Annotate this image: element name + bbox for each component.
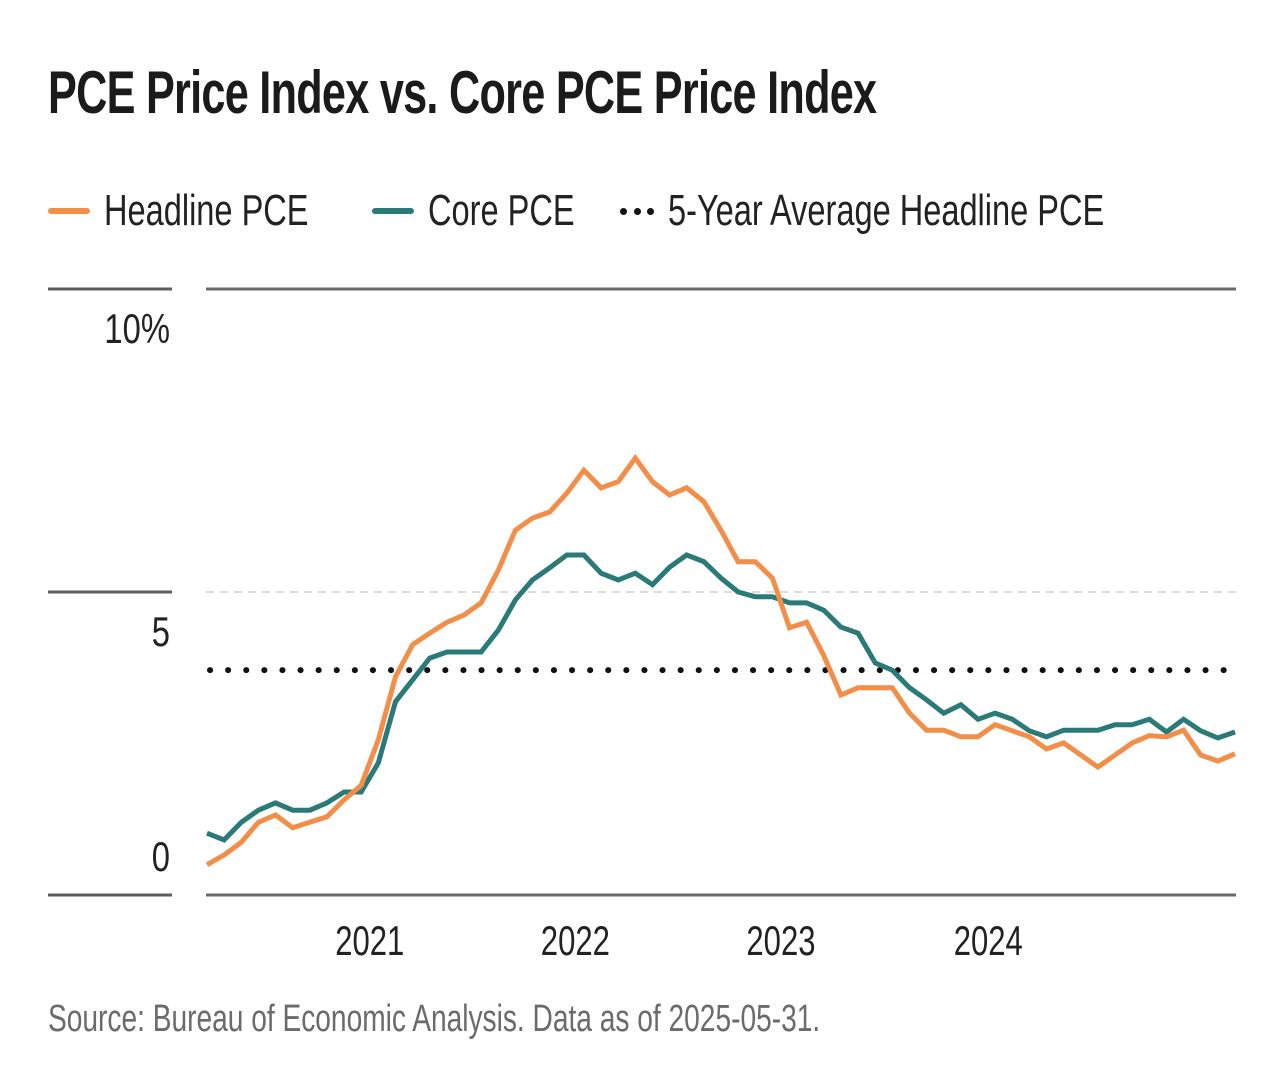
legend-item-5yr-average: 5-Year Average Headline PCE xyxy=(620,186,1258,236)
headline-pce-line xyxy=(205,453,1236,867)
legend-item-core-pce: Core PCE xyxy=(372,186,626,236)
x-tick-label: 2021 xyxy=(335,917,404,964)
dotted-line-icon xyxy=(620,207,654,215)
source-note: Source: Bureau of Economic Analysis. Dat… xyxy=(48,998,1091,1041)
core-pce-swatch-icon xyxy=(372,208,414,214)
y-tick-label: 0 xyxy=(152,833,170,880)
source-text: Source: Bureau of Economic Analysis. Dat… xyxy=(48,998,821,1040)
legend-label: Core PCE xyxy=(428,186,575,235)
series-lines xyxy=(205,453,1236,867)
headline-pce-swatch-icon xyxy=(48,208,90,214)
legend-label: 5-Year Average Headline PCE xyxy=(668,186,1105,235)
x-tick-label: 2024 xyxy=(954,917,1023,964)
y-tick-label: 10% xyxy=(104,305,170,352)
x-tick-label: 2023 xyxy=(746,917,815,964)
core-pce-line xyxy=(206,552,1236,843)
gridlines xyxy=(206,287,1236,897)
y-tick-label: 5 xyxy=(152,608,170,655)
chart-title-text: PCE Price Index vs. Core PCE Price Index xyxy=(48,59,877,126)
chart-title: PCE Price Index vs. Core PCE Price Index xyxy=(48,58,1199,127)
legend-label: Headline PCE xyxy=(104,186,309,235)
x-axis: 2021 2022 2023 2024 xyxy=(335,917,1023,964)
y-axis: 10% 5 0 xyxy=(48,287,172,897)
x-tick-label: 2022 xyxy=(541,917,610,964)
legend: Headline PCE Core PCE 5-Year Average Hea… xyxy=(48,186,1248,236)
legend-item-headline-pce: Headline PCE xyxy=(48,186,380,236)
